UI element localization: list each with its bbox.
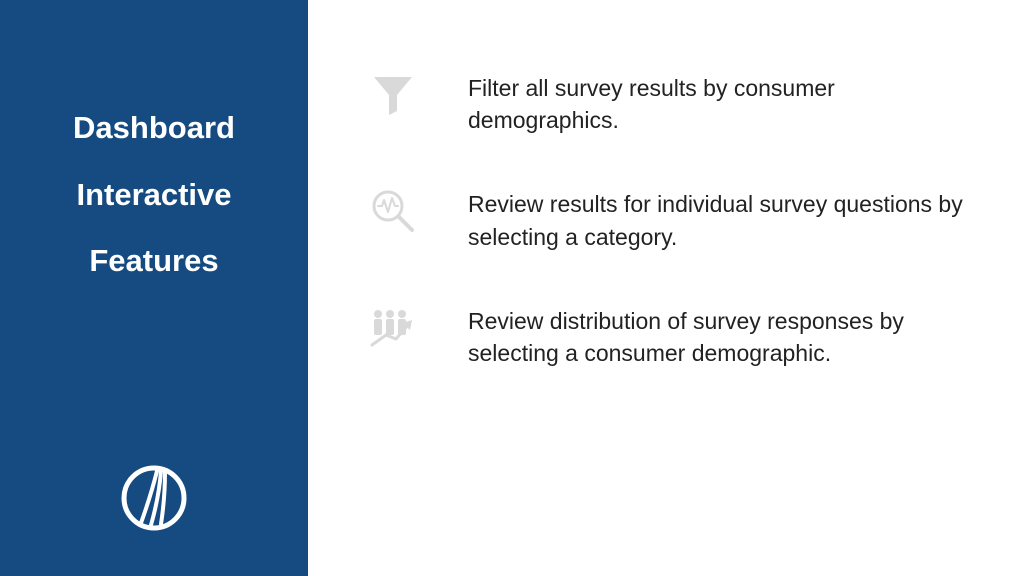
feature-item: Filter all survey results by consumer de…: [368, 70, 964, 136]
sidebar-panel: Dashboard Interactive Features: [0, 0, 308, 576]
sidebar-title: Dashboard Interactive Features: [73, 95, 235, 295]
funnel-icon: [368, 70, 418, 120]
globe-swoosh-logo-icon: [121, 465, 187, 536]
feature-text: Review distribution of survey responses …: [468, 303, 964, 369]
sidebar-title-line3: Features: [73, 228, 235, 295]
sidebar-title-line2: Interactive: [73, 162, 235, 229]
main-content: Filter all survey results by consumer de…: [308, 0, 1024, 576]
magnifier-pulse-icon: [368, 186, 418, 236]
feature-item: Review results for individual survey que…: [368, 186, 964, 252]
feature-text: Review results for individual survey que…: [468, 186, 964, 252]
sidebar-title-line1: Dashboard: [73, 95, 235, 162]
people-trend-icon: [368, 303, 418, 353]
slide: Dashboard Interactive Features Filter al…: [0, 0, 1024, 576]
feature-item: Review distribution of survey responses …: [368, 303, 964, 369]
feature-text: Filter all survey results by consumer de…: [468, 70, 964, 136]
